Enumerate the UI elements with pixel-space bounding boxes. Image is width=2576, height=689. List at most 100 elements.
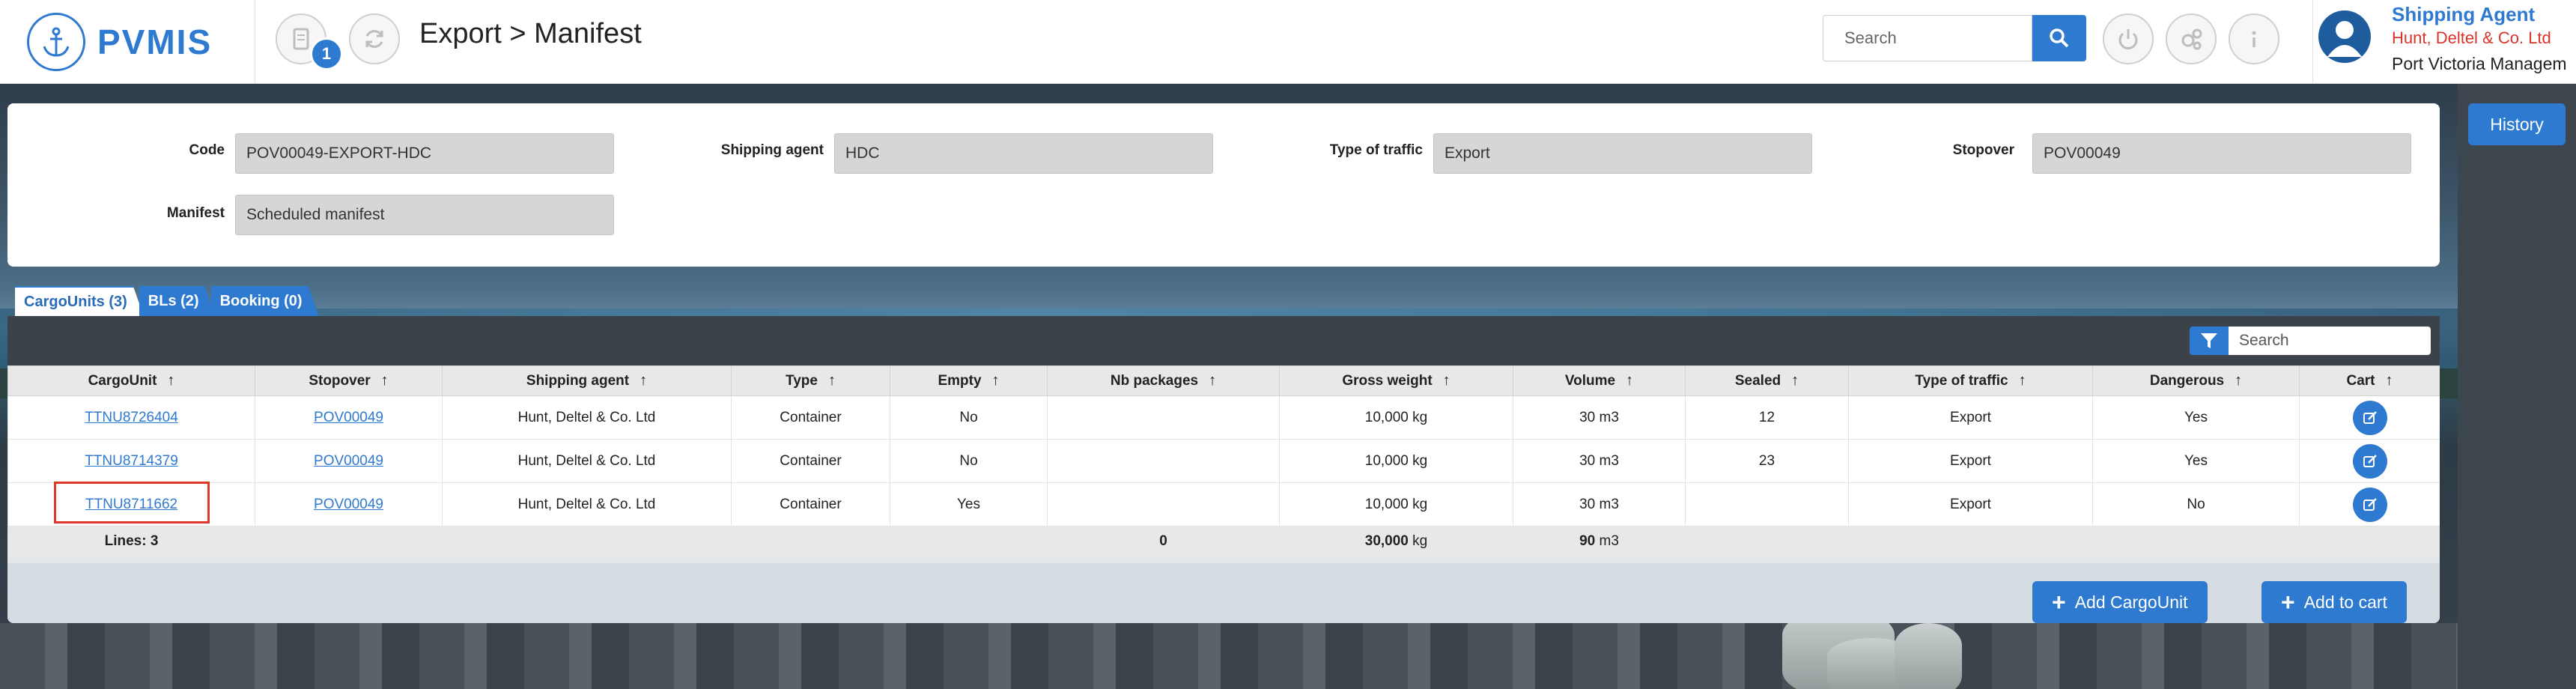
- tab-cargo-units[interactable]: CargoUnits (3): [15, 286, 144, 316]
- sealed-cell: 23: [1685, 439, 1849, 483]
- cargo-unit-cell: TTNU8726404: [7, 395, 255, 440]
- manifest-label: Manifest: [166, 205, 225, 221]
- column-header-type[interactable]: Type ↑: [731, 365, 890, 396]
- tab-booking[interactable]: Booking (0): [211, 286, 319, 316]
- gross-weight-cell: 10,000 kg: [1279, 395, 1513, 440]
- notification-badge[interactable]: 1: [310, 37, 343, 70]
- nb-packages-total: 0: [1047, 526, 1280, 556]
- filter-button[interactable]: [2190, 327, 2229, 355]
- anchor-emblem-icon: [27, 13, 85, 71]
- stopover-cell: POV00049: [255, 395, 443, 440]
- column-header-cargo-unit[interactable]: CargoUnit ↑: [7, 365, 255, 396]
- sort-arrow-icon: ↑: [1442, 372, 1450, 389]
- refresh-icon: [365, 30, 383, 48]
- column-header-cart[interactable]: Cart ↑: [2299, 365, 2440, 396]
- history-button[interactable]: History: [2468, 103, 2566, 145]
- sort-arrow-icon: ↑: [640, 372, 648, 389]
- column-header-empty[interactable]: Empty ↑: [890, 365, 1048, 396]
- cargo-units-grid: CargoUnit↑ Stopover↑ Shipping agent↑ Typ…: [7, 316, 2440, 623]
- refresh-button[interactable]: [349, 13, 400, 64]
- shipping-agent-field[interactable]: HDC: [834, 133, 1213, 174]
- type-of-traffic-cell: Export: [1848, 482, 2093, 526]
- edit-icon: [2363, 410, 2377, 424]
- sort-arrow-icon: ↑: [380, 372, 389, 389]
- sort-arrow-icon: ↑: [1626, 372, 1634, 389]
- type-of-traffic-cell: Export: [1848, 395, 2093, 440]
- background-yard: [0, 623, 2576, 689]
- volume-total: 90: [1579, 532, 1596, 549]
- cargo-unit-link[interactable]: TTNU8726404: [85, 409, 178, 425]
- stopover-link[interactable]: POV00049: [314, 496, 383, 512]
- edit-icon: [2363, 497, 2377, 511]
- background-tank: [1895, 623, 1962, 689]
- plus-icon: +: [2281, 589, 2295, 616]
- gears-icon: [2181, 28, 2202, 50]
- code-label: Code: [189, 142, 225, 158]
- avatar[interactable]: [2318, 10, 2371, 63]
- sealed-cell: 12: [1685, 395, 1849, 440]
- cart-cell: [2299, 395, 2440, 440]
- sort-arrow-icon: ↑: [167, 372, 175, 389]
- add-to-cart-button[interactable]: + Add to cart: [2261, 581, 2407, 623]
- column-header-dangerous[interactable]: Dangerous ↑: [2092, 365, 2300, 396]
- add-row-to-cart-button[interactable]: [2352, 487, 2387, 522]
- empty-cell: Yes: [890, 482, 1048, 526]
- add-row-to-cart-button[interactable]: [2352, 400, 2387, 435]
- gross-weight-unit: kg: [1412, 532, 1428, 549]
- cart-cell: [2299, 439, 2440, 483]
- column-header-volume[interactable]: Volume ↑: [1513, 365, 1686, 396]
- dangerous-cell: Yes: [2092, 439, 2300, 483]
- type-of-traffic-cell: Export: [1848, 439, 2093, 483]
- add-cargo-unit-button[interactable]: + Add CargoUnit: [2032, 581, 2208, 623]
- stopover-link[interactable]: POV00049: [314, 452, 383, 469]
- tab-bls[interactable]: BLs (2): [139, 286, 216, 316]
- sort-arrow-icon: ↑: [2018, 372, 2026, 389]
- type-cell: Container: [731, 395, 890, 440]
- column-header-gross-weight[interactable]: Gross weight ↑: [1279, 365, 1513, 396]
- table-row: TTNU8714379 POV00049 Hunt, Deltel & Co. …: [7, 439, 2440, 483]
- grid-search-input[interactable]: [2229, 327, 2431, 355]
- user-company: Hunt, Deltel & Co. Ltd: [2392, 28, 2551, 47]
- info-icon: [2252, 31, 2256, 47]
- plus-icon: +: [2052, 589, 2066, 616]
- cargo-unit-link[interactable]: TTNU8714379: [85, 452, 178, 469]
- stopover-field[interactable]: POV00049: [2032, 133, 2411, 174]
- shipping-agent-cell: Hunt, Deltel & Co. Ltd: [442, 439, 732, 483]
- manifest-field[interactable]: Scheduled manifest: [235, 195, 614, 235]
- global-search-input[interactable]: [1823, 15, 2032, 61]
- tab-bar: CargoUnits (3) BLs (2) Booking (0): [15, 286, 315, 316]
- column-header-type-of-traffic[interactable]: Type of traffic ↑: [1848, 365, 2093, 396]
- power-button[interactable]: [2103, 13, 2154, 64]
- cargo-units-table: CargoUnit ↑ Stopover ↑ Shipping agent ↑ Typ…: [7, 365, 2440, 556]
- global-search-button[interactable]: [2032, 15, 2086, 61]
- header-divider: [2312, 0, 2313, 84]
- page-title: Export > Manifest: [419, 18, 642, 49]
- column-header-shipping-agent[interactable]: Shipping agent ↑: [442, 365, 732, 396]
- type-cell: Container: [731, 482, 890, 526]
- column-header-nb-packages[interactable]: Nb packages ↑: [1047, 365, 1280, 396]
- sort-arrow-icon: ↑: [2385, 372, 2393, 389]
- empty-cell: No: [890, 439, 1048, 483]
- stopover-label: Stopover: [1952, 142, 2014, 158]
- edit-icon: [2363, 454, 2377, 467]
- cargo-unit-link[interactable]: TTNU8711662: [85, 496, 178, 512]
- settings-button[interactable]: [2166, 13, 2217, 64]
- code-field[interactable]: POV00049-EXPORT-HDC: [235, 133, 614, 174]
- info-button[interactable]: [2229, 13, 2279, 64]
- stopover-link[interactable]: POV00049: [314, 409, 383, 425]
- column-header-stopover[interactable]: Stopover ↑: [255, 365, 443, 396]
- column-header-sealed[interactable]: Sealed ↑: [1685, 365, 1849, 396]
- empty-cell: No: [890, 395, 1048, 440]
- user-role: Shipping Agent: [2392, 3, 2536, 25]
- type-of-traffic-field[interactable]: Export: [1433, 133, 1812, 174]
- power-icon: [2118, 29, 2138, 49]
- user-organization: Port Victoria Managem: [2392, 54, 2567, 73]
- lines-count: Lines: 3: [7, 526, 255, 556]
- top-header: PVMIS 1 Export > Manifest Shipping Agent…: [0, 0, 2576, 84]
- table-totals-row: Lines: 3 0 30,000 kg 90 m3: [7, 526, 2440, 556]
- app-logo[interactable]: PVMIS: [27, 7, 212, 76]
- document-icon: [293, 28, 309, 50]
- add-row-to-cart-button[interactable]: [2352, 443, 2387, 479]
- grid-toolbar: [7, 316, 2440, 365]
- sort-arrow-icon: ↑: [991, 372, 1000, 389]
